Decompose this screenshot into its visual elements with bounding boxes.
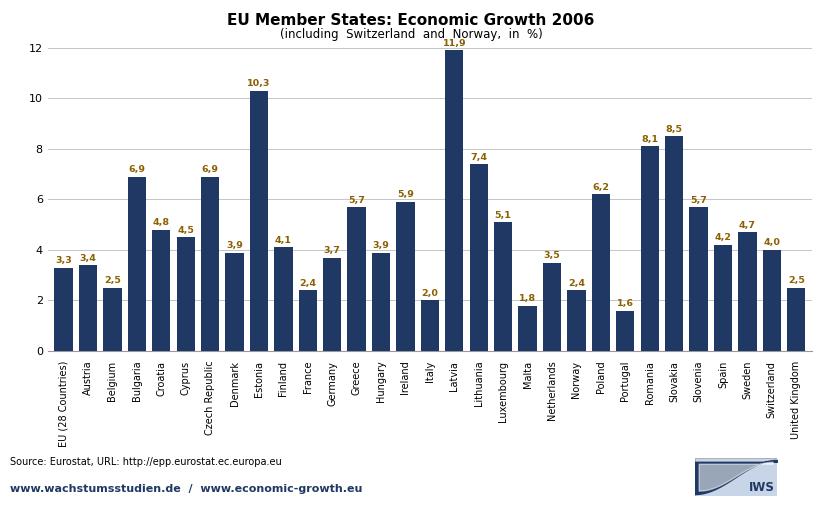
Bar bbox=[79, 265, 97, 351]
Text: 8,1: 8,1 bbox=[641, 135, 658, 144]
Text: 3,3: 3,3 bbox=[55, 256, 72, 265]
Text: 1,6: 1,6 bbox=[616, 299, 634, 308]
Text: www.wachstumsstudien.de  /  www.economic-growth.eu: www.wachstumsstudien.de / www.economic-g… bbox=[10, 484, 363, 494]
Bar bbox=[567, 290, 585, 351]
Bar bbox=[177, 237, 195, 351]
Bar bbox=[152, 230, 170, 351]
Bar bbox=[494, 222, 512, 351]
Bar bbox=[616, 311, 635, 351]
Text: 3,9: 3,9 bbox=[372, 241, 390, 250]
Text: 7,4: 7,4 bbox=[470, 153, 487, 162]
Bar bbox=[298, 290, 317, 351]
Bar bbox=[372, 252, 390, 351]
Bar bbox=[592, 194, 610, 351]
Text: 11,9: 11,9 bbox=[442, 39, 466, 48]
Text: EU Member States: Economic Growth 2006: EU Member States: Economic Growth 2006 bbox=[228, 13, 594, 28]
Bar bbox=[250, 91, 268, 351]
Bar bbox=[323, 258, 341, 351]
Bar bbox=[396, 202, 414, 351]
Text: 2,4: 2,4 bbox=[299, 279, 316, 288]
Bar bbox=[275, 247, 293, 351]
Bar bbox=[713, 245, 732, 351]
Text: 4,0: 4,0 bbox=[764, 238, 780, 247]
Text: Source: Eurostat, URL: http://epp.eurostat.ec.europa.eu: Source: Eurostat, URL: http://epp.eurost… bbox=[10, 457, 282, 467]
Text: 4,2: 4,2 bbox=[714, 233, 732, 242]
Text: 1,8: 1,8 bbox=[519, 294, 536, 303]
Text: 5,7: 5,7 bbox=[690, 195, 707, 205]
Text: 6,2: 6,2 bbox=[593, 183, 609, 192]
Text: 2,0: 2,0 bbox=[422, 289, 438, 298]
Text: IWS: IWS bbox=[749, 481, 774, 494]
Text: 4,8: 4,8 bbox=[153, 218, 170, 227]
Text: 10,3: 10,3 bbox=[247, 79, 270, 88]
Bar bbox=[665, 136, 683, 351]
Text: 3,5: 3,5 bbox=[543, 251, 561, 260]
Text: 6,9: 6,9 bbox=[201, 165, 219, 174]
Bar bbox=[225, 252, 243, 351]
Bar bbox=[787, 288, 806, 351]
Bar bbox=[201, 177, 219, 351]
Text: 2,5: 2,5 bbox=[104, 276, 121, 285]
Bar bbox=[738, 232, 756, 351]
Bar bbox=[640, 146, 659, 351]
Bar bbox=[543, 263, 561, 351]
Text: 2,4: 2,4 bbox=[568, 279, 585, 288]
Text: 5,1: 5,1 bbox=[495, 211, 511, 220]
Bar bbox=[519, 306, 537, 351]
Bar bbox=[469, 164, 488, 351]
Bar bbox=[446, 50, 464, 351]
Text: 3,7: 3,7 bbox=[324, 246, 340, 255]
Bar bbox=[104, 288, 122, 351]
Bar bbox=[54, 268, 72, 351]
Bar bbox=[690, 207, 708, 351]
Text: 2,5: 2,5 bbox=[787, 276, 805, 285]
Bar bbox=[348, 207, 366, 351]
FancyBboxPatch shape bbox=[695, 458, 777, 496]
Text: 6,9: 6,9 bbox=[128, 165, 145, 174]
Text: (including  Switzerland  and  Norway,  in  %): (including Switzerland and Norway, in %) bbox=[279, 28, 543, 41]
Text: 4,5: 4,5 bbox=[178, 226, 194, 235]
Text: 3,4: 3,4 bbox=[80, 254, 96, 263]
Text: 4,1: 4,1 bbox=[275, 236, 292, 245]
Bar bbox=[127, 177, 146, 351]
Text: 8,5: 8,5 bbox=[666, 125, 682, 134]
Text: 3,9: 3,9 bbox=[226, 241, 243, 250]
Bar bbox=[421, 300, 439, 351]
Text: 5,9: 5,9 bbox=[397, 190, 414, 199]
Text: 4,7: 4,7 bbox=[739, 221, 756, 230]
Bar bbox=[763, 250, 781, 351]
Text: 5,7: 5,7 bbox=[349, 195, 365, 205]
